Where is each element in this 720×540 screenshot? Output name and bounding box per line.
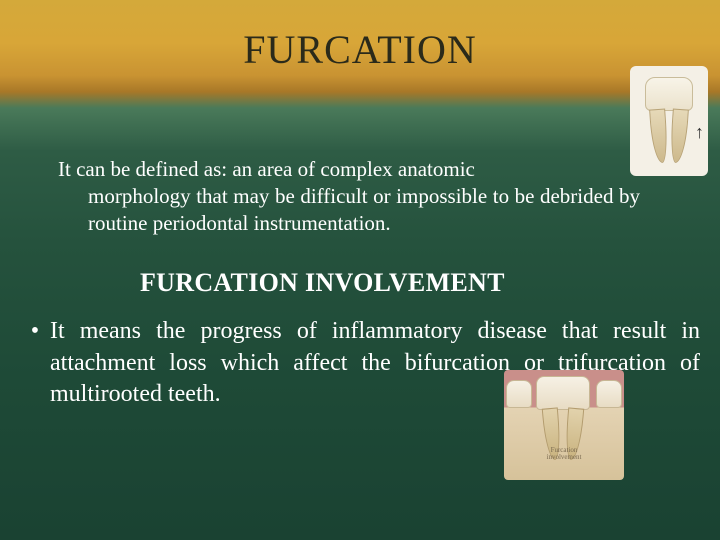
furcation-gum-illustration: Furcation involvement: [504, 370, 624, 480]
bullet-marker: •: [20, 316, 50, 411]
gum-caption: Furcation involvement: [504, 447, 624, 462]
tooth-illustration-top: ↑: [630, 66, 708, 176]
definition-rest: morphology that may be difficult or impo…: [88, 183, 640, 237]
tooth-crown: [645, 77, 693, 111]
gum-caption-line2: involvement: [547, 453, 582, 461]
definition-paragraph: It can be defined as: an area of complex…: [58, 156, 640, 237]
tooth-root-left: [649, 109, 669, 164]
tooth-root-right: [669, 109, 689, 164]
gum-tooth-center: [536, 376, 590, 410]
arrow-up-icon: ↑: [695, 122, 704, 143]
gum-tooth-left: [506, 380, 532, 408]
definition-line1: It can be defined as: an area of complex…: [58, 157, 475, 181]
molar-tooth-icon: [645, 77, 693, 165]
gum-tooth-right: [596, 380, 622, 408]
page-title: FURCATION: [0, 26, 720, 73]
subheading: FURCATION INVOLVEMENT: [140, 268, 505, 298]
